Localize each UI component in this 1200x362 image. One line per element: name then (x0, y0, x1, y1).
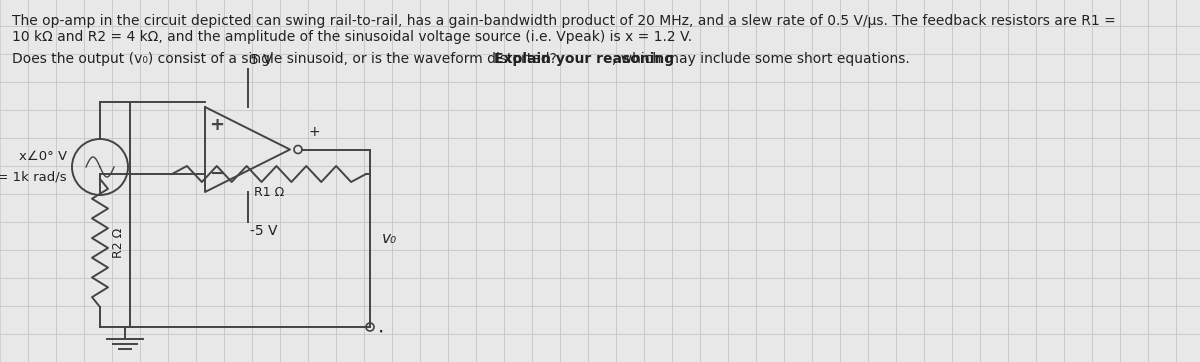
Text: The op-amp in the circuit depicted can swing rail-to-rail, has a gain-bandwidth : The op-amp in the circuit depicted can s… (12, 14, 1116, 28)
Text: Does the output (v₀) consist of a single sinusoid, or is the waveform distorted?: Does the output (v₀) consist of a single… (12, 52, 562, 66)
Text: ω = 1k rad/s: ω = 1k rad/s (0, 171, 67, 184)
Text: +: + (308, 125, 319, 139)
Text: 10 kΩ and R2 = 4 kΩ, and the amplitude of the sinusoidal voltage source (i.e. Vp: 10 kΩ and R2 = 4 kΩ, and the amplitude o… (12, 30, 692, 44)
Text: 5 V: 5 V (251, 53, 274, 67)
Text: R2 Ω: R2 Ω (112, 228, 125, 258)
Text: -5 V: -5 V (251, 224, 278, 238)
Text: , which may include some short equations.: , which may include some short equations… (612, 52, 910, 66)
Text: −: − (210, 165, 224, 183)
Text: R1 Ω: R1 Ω (254, 186, 284, 199)
Text: +: + (210, 116, 224, 134)
Text: Explain your reasoning: Explain your reasoning (494, 52, 674, 66)
Text: v₀: v₀ (382, 231, 397, 246)
Text: ⋅: ⋅ (378, 323, 384, 341)
Text: x∠0° V: x∠0° V (19, 151, 67, 164)
